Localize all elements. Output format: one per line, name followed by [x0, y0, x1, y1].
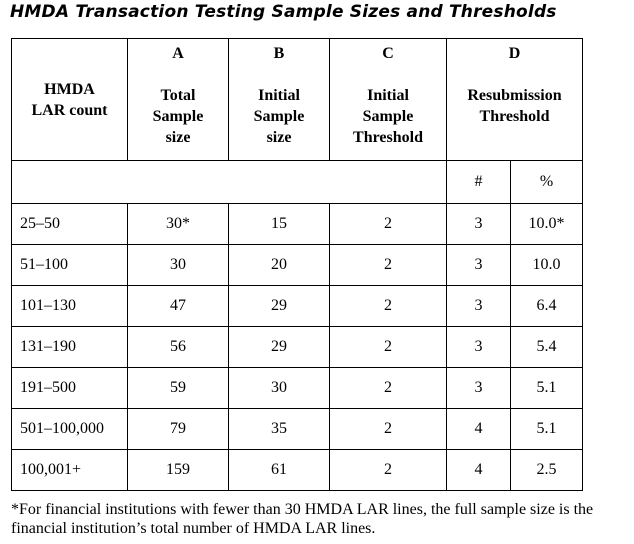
cell-total-sample: 56	[127, 326, 229, 368]
table-title: HMDA Transaction Testing Sample Sizes an…	[10, 2, 557, 22]
cell-initial-threshold: 2	[329, 285, 447, 327]
cell-initial-sample: 15	[228, 203, 330, 245]
table-row: 131–190 56 29 2 3 5.4	[11, 326, 583, 368]
cell-initial-threshold: 2	[329, 244, 447, 286]
header-line: size	[266, 129, 292, 146]
cell-resub-count: 3	[446, 244, 511, 286]
cell-lar-count: 191–500	[11, 367, 128, 409]
header-col-a: A Total Sample size	[127, 38, 229, 161]
header-col-b: B Initial Sample size	[228, 38, 330, 161]
subheader-count: #	[446, 160, 511, 204]
cell-total-sample: 159	[127, 449, 229, 491]
header-row: HMDA LAR count A Total Sample size B Ini…	[11, 38, 583, 161]
subheader-row: # %	[11, 160, 583, 204]
cell-initial-sample: 30	[228, 367, 330, 409]
cell-resub-count: 3	[446, 367, 511, 409]
cell-total-sample: 59	[127, 367, 229, 409]
cell-total-sample: 30*	[127, 203, 229, 245]
table-row: 100,001+ 159 61 2 4 2.5	[11, 449, 583, 491]
cell-resub-percent: 6.4	[510, 285, 583, 327]
cell-resub-percent: 10.0	[510, 244, 583, 286]
cell-initial-threshold: 2	[329, 203, 447, 245]
header-line: Resubmission	[467, 87, 562, 104]
cell-initial-threshold: 2	[329, 449, 447, 491]
cell-total-sample: 47	[127, 285, 229, 327]
header-line: Initial	[367, 87, 409, 104]
footnote: *For financial institutions with fewer t…	[11, 501, 594, 537]
table-row: 25–50 30* 15 2 3 10.0*	[11, 203, 583, 245]
header-col-d: D Resubmission Threshold	[446, 38, 583, 161]
header-line: Sample	[152, 108, 204, 125]
cell-resub-percent: 2.5	[510, 449, 583, 491]
cell-initial-threshold: 2	[329, 326, 447, 368]
cell-initial-sample: 29	[228, 285, 330, 327]
cell-lar-count: 51–100	[11, 244, 128, 286]
table-row: 501–100,000 79 35 2 4 5.1	[11, 408, 583, 450]
table-row: 101–130 47 29 2 3 6.4	[11, 285, 583, 327]
cell-initial-sample: 29	[228, 326, 330, 368]
header-lar-line: LAR count	[31, 101, 108, 119]
cell-resub-percent: 5.1	[510, 408, 583, 450]
header-lar-count: HMDA LAR count	[11, 38, 128, 161]
cell-resub-count: 3	[446, 285, 511, 327]
subheader-spacer	[11, 160, 447, 204]
cell-lar-count: 131–190	[11, 326, 128, 368]
cell-resub-percent: 5.4	[510, 326, 583, 368]
cell-lar-count: 501–100,000	[11, 408, 128, 450]
table-row: 191–500 59 30 2 3 5.1	[11, 367, 583, 409]
cell-resub-count: 3	[446, 326, 511, 368]
header-line: Sample	[253, 108, 305, 125]
cell-initial-sample: 20	[228, 244, 330, 286]
header-lar-line: HMDA	[44, 80, 95, 98]
header-line: Threshold	[479, 108, 550, 125]
col-letter: B	[273, 45, 285, 62]
cell-lar-count: 101–130	[11, 285, 128, 327]
cell-initial-threshold: 2	[329, 408, 447, 450]
cell-resub-count: 4	[446, 408, 511, 450]
cell-resub-count: 3	[446, 203, 511, 245]
subheader-percent: %	[510, 160, 583, 204]
col-letter: D	[508, 45, 521, 62]
sample-size-table: HMDA LAR count A Total Sample size B Ini…	[11, 38, 583, 491]
cell-resub-count: 4	[446, 449, 511, 491]
header-line: Threshold	[353, 129, 423, 146]
cell-lar-count: 25–50	[11, 203, 128, 245]
col-letter: C	[382, 45, 394, 62]
table-row: 51–100 30 20 2 3 10.0	[11, 244, 583, 286]
cell-lar-count: 100,001+	[11, 449, 128, 491]
cell-resub-percent: 10.0*	[510, 203, 583, 245]
cell-total-sample: 79	[127, 408, 229, 450]
cell-resub-percent: 5.1	[510, 367, 583, 409]
header-line: Initial	[258, 87, 300, 104]
header-line: size	[165, 129, 191, 146]
header-col-c: C Initial Sample Threshold	[329, 38, 447, 161]
col-letter: A	[172, 45, 184, 62]
cell-initial-sample: 35	[228, 408, 330, 450]
cell-initial-threshold: 2	[329, 367, 447, 409]
cell-total-sample: 30	[127, 244, 229, 286]
cell-initial-sample: 61	[228, 449, 330, 491]
header-line: Sample	[362, 108, 414, 125]
header-line: Total	[160, 87, 196, 104]
